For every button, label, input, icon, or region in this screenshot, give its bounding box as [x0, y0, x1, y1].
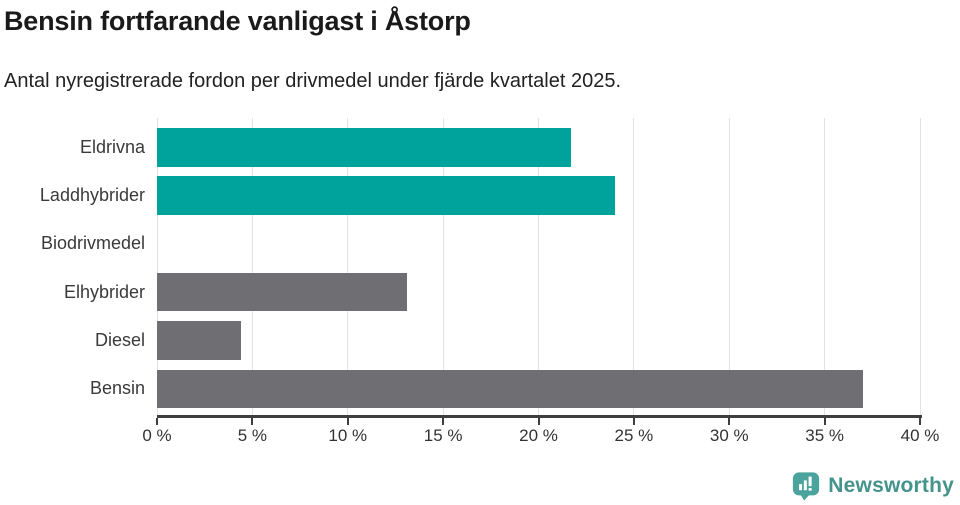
category-label-laddhybrider: Laddhybrider	[39, 185, 145, 206]
gridline	[824, 118, 826, 415]
category-label-bensin: Bensin	[89, 378, 145, 399]
x-tick-label: 0 %	[142, 426, 172, 445]
x-axis-tick	[442, 418, 445, 425]
x-tick-label: 10 %	[328, 426, 368, 445]
bar-elhybrider	[157, 272, 407, 312]
bar-eldrivna	[157, 128, 571, 167]
gridline	[538, 118, 539, 415]
category-label-eldrivna: Eldrivna	[79, 136, 145, 157]
category-labels: Eldrivna Laddhybrider Biodrivmedel Elhybrid…	[0, 118, 145, 415]
chart-subtitle: Antal nyregistrerade fordon per drivmede…	[4, 70, 622, 92]
x-axis-tick	[251, 418, 254, 425]
newsworthy-logo-text: Newsworthy	[828, 474, 954, 497]
x-axis-line	[157, 415, 922, 418]
gridline	[251, 118, 253, 415]
x-tick-label: 30 %	[709, 426, 749, 445]
gridline	[919, 118, 921, 415]
category-label-biodrivmedel: Biodrivmedel	[40, 233, 145, 254]
x-axis-tick	[728, 418, 731, 425]
category-label-elhybrider: Elhybrider	[63, 281, 145, 302]
gridline	[347, 118, 349, 415]
plot-area	[156, 118, 921, 415]
gridline	[442, 118, 444, 415]
x-axis: 0 % 5 % 10 % 15 % 20 % 25 % 30 % 35 % 40 %	[142, 415, 939, 455]
gridline	[156, 118, 158, 415]
x-tick-label: 5 %	[237, 426, 268, 445]
x-tick-label: 15 %	[423, 426, 463, 445]
bar-laddhybrider	[157, 176, 615, 215]
bar-diesel	[157, 321, 241, 360]
x-tick-label: 35 %	[805, 426, 844, 445]
x-tick-label: 25 %	[614, 426, 654, 445]
x-axis-tick	[823, 418, 826, 425]
x-axis-tick	[156, 418, 158, 425]
chart-title: Bensin fortfarande vanligast i Åstorp	[4, 6, 471, 36]
x-axis-tick	[632, 418, 635, 425]
x-axis-tick	[346, 418, 349, 425]
bar-bensin	[157, 369, 863, 409]
gridline	[728, 118, 730, 415]
newsworthy-logo-icon	[793, 472, 820, 501]
x-tick-label: 20 %	[519, 426, 558, 445]
category-label-diesel: Diesel	[94, 329, 145, 350]
newsworthy-branding: Newsworthy	[791, 471, 954, 501]
x-axis-tick	[537, 418, 540, 425]
x-axis-tick	[919, 418, 921, 425]
x-tick-label: 40 %	[900, 426, 940, 445]
gridline	[633, 118, 635, 415]
